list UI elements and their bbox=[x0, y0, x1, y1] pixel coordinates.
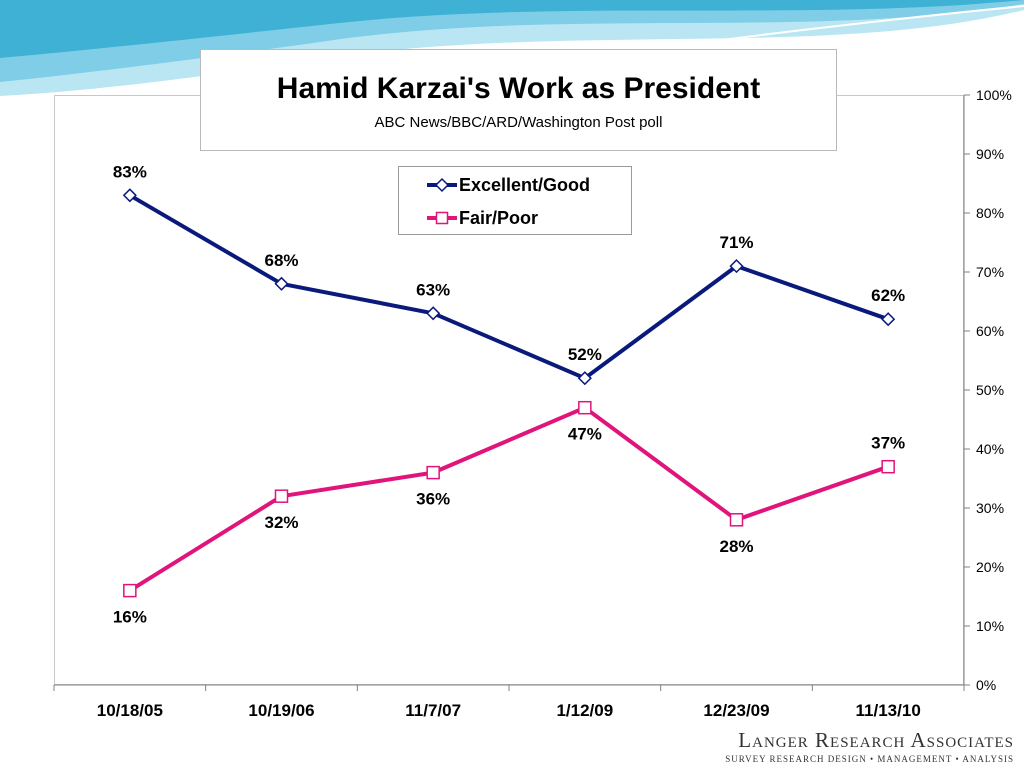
legend-swatch-excellent-good bbox=[427, 177, 457, 193]
y-tick-label: 60% bbox=[976, 323, 1004, 339]
x-tick-label: 11/7/07 bbox=[405, 701, 461, 720]
axes: 10/18/05 10/19/06 11/7/07 1/12/09 12/23/09 11… bbox=[53, 87, 1012, 720]
y-tick-label: 10% bbox=[976, 618, 1004, 634]
data-point-fair-poor bbox=[274, 489, 289, 503]
data-point-fair-poor bbox=[426, 465, 440, 480]
data-label: 52% bbox=[568, 345, 602, 364]
data-labels: 83% 68% 63% 52% 71% 62% 16% 32% 36% 47% 28% 37% bbox=[113, 162, 905, 626]
data-label: 37% bbox=[871, 434, 905, 453]
data-point-fair-poor bbox=[881, 459, 895, 474]
legend: Excellent/Good Fair/Poor bbox=[398, 166, 632, 235]
series-markers bbox=[122, 188, 896, 598]
y-tick-label: 100% bbox=[976, 87, 1012, 103]
data-point-excellent-good bbox=[577, 371, 592, 386]
data-label: 36% bbox=[416, 490, 450, 509]
footer-brand: Langer Research Associates SURVEY RESEAR… bbox=[725, 728, 1014, 764]
x-tick-label: 10/18/05 bbox=[97, 701, 163, 720]
data-label: 28% bbox=[719, 537, 753, 556]
title-box: Hamid Karzai's Work as President ABC New… bbox=[200, 49, 837, 151]
wave-dark bbox=[0, 0, 1024, 58]
y-tick-label: 80% bbox=[976, 205, 1004, 221]
legend-swatch-fair-poor bbox=[427, 211, 457, 225]
chart-subtitle: ABC News/BBC/ARD/Washington Post poll bbox=[374, 114, 663, 131]
data-point-excellent-good bbox=[881, 312, 896, 327]
legend-label-excellent-good: Excellent/Good bbox=[459, 175, 591, 195]
y-tick-label: 90% bbox=[976, 146, 1004, 162]
legend-label-fair-poor: Fair/Poor bbox=[459, 208, 539, 228]
series-lines bbox=[127, 193, 891, 593]
y-tick-label: 40% bbox=[976, 441, 1004, 457]
brand-tagline: SURVEY RESEARCH DESIGN • MANAGEMENT • AN… bbox=[725, 754, 1014, 764]
x-tick-label: 1/12/09 bbox=[556, 701, 613, 720]
y-tick-label: 70% bbox=[976, 264, 1004, 280]
data-label: 32% bbox=[264, 513, 298, 532]
data-point-fair-poor bbox=[123, 583, 137, 598]
series-line-excellent-good bbox=[127, 193, 891, 381]
data-point-excellent-good bbox=[729, 259, 744, 274]
data-point-fair-poor bbox=[578, 400, 592, 415]
y-tick-label: 20% bbox=[976, 559, 1004, 575]
data-label: 62% bbox=[871, 286, 905, 305]
x-tick-label: 10/19/06 bbox=[248, 701, 314, 720]
data-point-fair-poor bbox=[729, 513, 744, 527]
data-label: 16% bbox=[113, 608, 147, 627]
data-label: 47% bbox=[568, 425, 602, 444]
series-line-fair-poor bbox=[127, 405, 891, 593]
data-label: 71% bbox=[719, 233, 753, 252]
data-label: 68% bbox=[264, 251, 298, 270]
chart-title: Hamid Karzai's Work as President bbox=[276, 72, 761, 105]
x-tick-label: 11/13/10 bbox=[856, 701, 921, 720]
y-tick-label: 0% bbox=[976, 677, 996, 693]
data-point-excellent-good bbox=[274, 276, 289, 291]
y-tick-label: 50% bbox=[976, 382, 1004, 398]
y-tick-label: 30% bbox=[976, 500, 1004, 516]
x-tick-label: 12/23/09 bbox=[703, 701, 769, 720]
brand-name: Langer Research Associates bbox=[738, 728, 1014, 752]
data-label: 83% bbox=[113, 162, 147, 181]
data-point-excellent-good bbox=[426, 306, 441, 321]
data-point-excellent-good bbox=[122, 188, 137, 203]
data-label: 63% bbox=[416, 280, 450, 299]
